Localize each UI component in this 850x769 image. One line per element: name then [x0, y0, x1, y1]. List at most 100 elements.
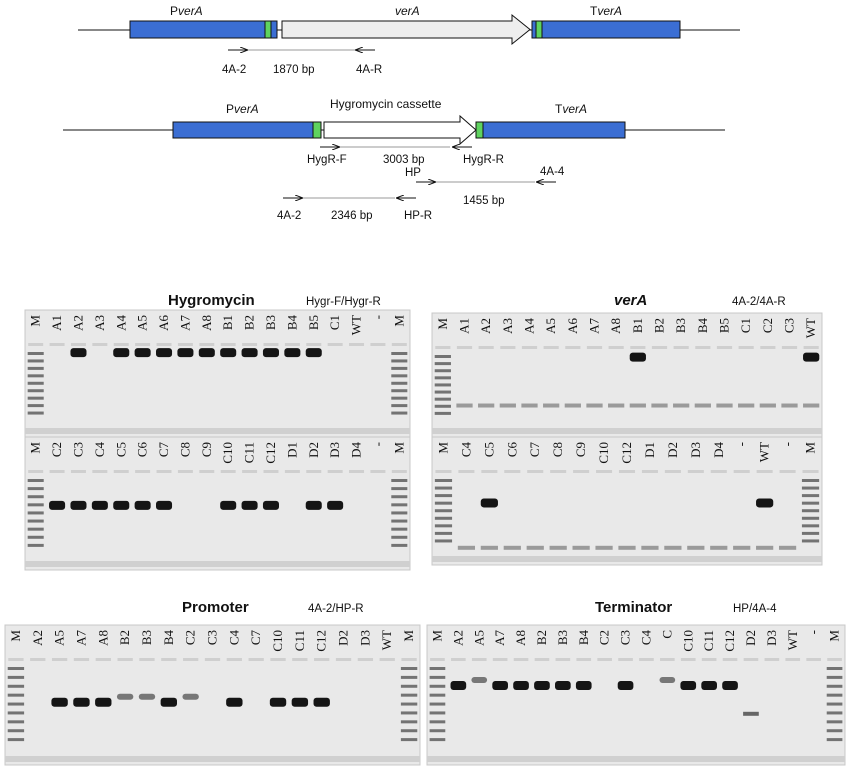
well — [651, 346, 668, 349]
wt-locus: PverA verA TverA 4A-2 1870 bp 4A-R — [78, 4, 740, 76]
lane-label: C4 — [458, 442, 473, 458]
ladder-band — [429, 702, 446, 706]
well — [113, 470, 129, 473]
well — [481, 470, 498, 473]
well — [555, 658, 571, 661]
lane-label: C10 — [220, 442, 235, 464]
lane-label: C10 — [270, 630, 285, 652]
band — [803, 352, 820, 362]
lane-label: WT — [803, 318, 818, 338]
ladder-band — [27, 381, 44, 385]
primer: 4A-2 — [277, 210, 301, 222]
well — [177, 470, 193, 473]
ladder-band — [27, 366, 44, 370]
ladder-band — [27, 396, 44, 400]
ladder-band — [434, 539, 453, 543]
ladder-band — [27, 487, 44, 491]
well — [199, 470, 215, 473]
well — [204, 658, 221, 661]
well — [8, 658, 24, 661]
well — [764, 658, 780, 661]
ladder-band — [826, 693, 843, 697]
gel-row: M A1 A2 A3 A4 A5 A6 A7 A8 B1 B2 B3 B4 B5 C1 WT - M — [24, 309, 411, 438]
ladder-band — [801, 501, 820, 505]
ladder-band — [434, 362, 451, 366]
faint-band — [694, 403, 711, 408]
gel — [431, 312, 823, 438]
ladder-band — [400, 711, 418, 715]
faint-band — [716, 403, 733, 408]
well — [139, 658, 155, 661]
ladder-band — [27, 543, 44, 547]
well — [349, 470, 365, 473]
ladder-band — [391, 411, 408, 415]
well — [306, 343, 322, 346]
lane-label: A5 — [471, 630, 486, 646]
gel-primers: 4A-2/4A-R — [732, 296, 786, 308]
well — [733, 470, 750, 473]
faint-band — [521, 403, 538, 408]
lane-label: A4 — [522, 318, 537, 334]
ladder-band — [400, 684, 418, 688]
junction — [535, 20, 543, 39]
band — [177, 348, 194, 358]
gel-bottom — [25, 428, 410, 434]
well — [687, 470, 704, 473]
faint-band — [564, 403, 581, 408]
gel-title: Terminator — [595, 599, 672, 616]
well — [543, 346, 559, 349]
lane-label: D1 — [642, 442, 657, 458]
faint-band — [651, 403, 668, 408]
ladder-band — [400, 693, 418, 697]
band — [513, 681, 529, 690]
well — [760, 346, 776, 349]
lane-label: C7 — [527, 442, 542, 458]
faint-band — [673, 403, 690, 408]
well — [451, 658, 466, 661]
ladder-band — [391, 543, 408, 547]
band — [262, 500, 279, 510]
well — [806, 658, 821, 661]
gel-row: M C4 C5 C6 C7 C8 C9 C10 C12 D1 D2 D3 D4 - WT - M — [431, 436, 823, 566]
lane-label: A1 — [457, 318, 472, 334]
gel — [24, 436, 411, 571]
well — [263, 470, 279, 473]
primer: HygR-F — [307, 154, 347, 166]
well — [284, 470, 300, 473]
band — [291, 697, 309, 707]
well — [335, 658, 352, 661]
lane-label: B2 — [652, 318, 667, 333]
ladder-band — [391, 404, 408, 408]
band — [70, 348, 87, 358]
ladder-band — [27, 411, 44, 415]
band — [269, 697, 287, 707]
gel — [24, 309, 411, 438]
ladder-band — [429, 693, 446, 697]
lane-label: D4 — [711, 442, 726, 458]
primer: HP — [405, 167, 421, 179]
well — [263, 343, 279, 346]
well — [722, 658, 738, 661]
ladder-band — [27, 479, 44, 482]
faint-band — [756, 545, 774, 550]
faint-band — [526, 545, 544, 550]
well — [716, 346, 733, 349]
band — [241, 348, 258, 358]
band — [113, 348, 130, 358]
lane-label: M — [803, 442, 818, 454]
lane-label: C3 — [70, 442, 85, 457]
well — [70, 470, 86, 473]
ladder-band — [801, 486, 820, 490]
product-size: 1870 bp — [273, 64, 315, 76]
it: verA — [597, 4, 622, 18]
faint-band — [664, 545, 682, 550]
gel-bottom — [25, 561, 410, 567]
ladder-band — [7, 711, 25, 715]
ladder-band — [391, 381, 408, 385]
ladder-band — [391, 352, 408, 355]
lane-label: A1 — [49, 315, 64, 331]
lane-label: M — [401, 630, 416, 642]
ladder-band — [7, 738, 25, 742]
well — [641, 470, 658, 473]
